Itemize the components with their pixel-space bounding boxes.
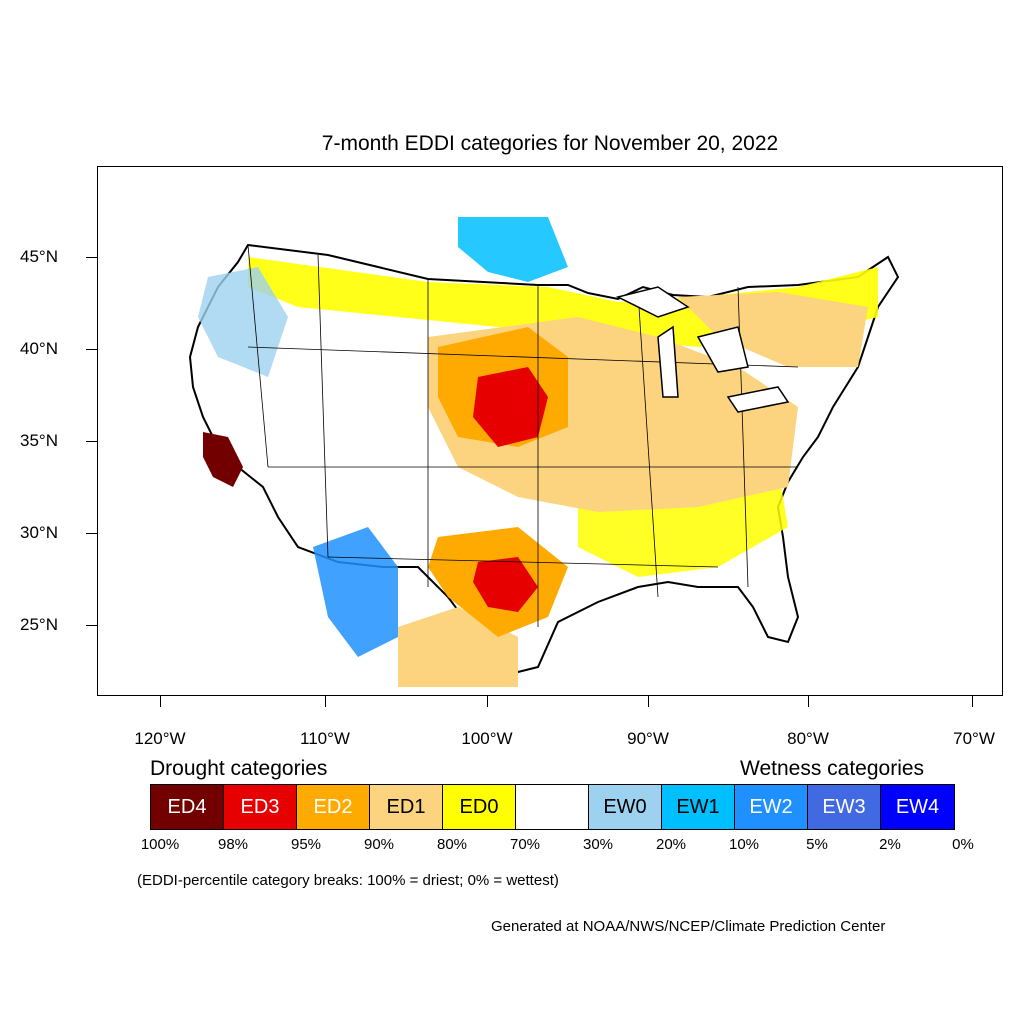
lat-tick	[86, 625, 97, 626]
legend-cell-ew4: EW4	[881, 785, 954, 829]
lon-tick	[487, 696, 488, 707]
lon-tick	[325, 696, 326, 707]
map-panel	[97, 166, 1003, 696]
lat-label: 35°N	[20, 431, 58, 450]
legend-cell-ed0: ED0	[443, 785, 516, 829]
wetness-heading: Wetness categories	[740, 757, 925, 780]
percentile-label: 100%	[140, 836, 180, 853]
state-boundaries	[247, 244, 799, 627]
lon-tick	[160, 696, 161, 707]
lon-label: 70°W	[953, 729, 995, 748]
legend-cell-ed3: ED3	[224, 785, 297, 829]
percentile-label: 70%	[509, 836, 541, 853]
percentile-label: 90%	[363, 836, 395, 853]
lon-tick	[648, 696, 649, 707]
percentile-label: 20%	[655, 836, 687, 853]
percentile-label: 80%	[436, 836, 468, 853]
lon-label: 110°W	[300, 729, 350, 748]
legend-cell-ed2: ED2	[297, 785, 370, 829]
percentile-label: 5%	[806, 836, 828, 853]
legend-cell-ew0: EW0	[589, 785, 662, 829]
ew-region-north	[458, 217, 568, 282]
category-note: (EDDI-percentile category breaks: 100% =…	[137, 872, 559, 889]
ed1-region-northeast	[678, 292, 868, 367]
lat-tick	[86, 441, 97, 442]
credit-line: Generated at NOAA/NWS/NCEP/Climate Predi…	[491, 918, 886, 935]
legend-cell-neutral	[516, 785, 589, 829]
legend-cell-ed4: ED4	[151, 785, 224, 829]
lat-tick	[86, 349, 97, 350]
percentile-label: 10%	[728, 836, 760, 853]
lon-label: 90°W	[627, 729, 669, 748]
lat-label: 40°N	[20, 339, 58, 358]
lat-label: 25°N	[20, 615, 58, 634]
lon-tick	[972, 696, 973, 707]
lon-tick	[808, 696, 809, 707]
lon-label: 120°W	[134, 729, 186, 748]
ew0-region-west	[198, 267, 288, 377]
legend-cell-ew3: EW3	[808, 785, 881, 829]
legend-cell-ew2: EW2	[735, 785, 808, 829]
lat-tick	[86, 257, 97, 258]
ew-region-southwest	[313, 527, 398, 657]
lat-tick	[86, 533, 97, 534]
lat-label: 30°N	[20, 523, 58, 542]
map-title: 7-month EDDI categories for November 20,…	[321, 132, 779, 155]
percentile-label: 2%	[879, 836, 901, 853]
percentile-label: 30%	[582, 836, 614, 853]
percentile-label: 0%	[952, 836, 974, 853]
ed3-region-nebraska	[473, 367, 548, 447]
great-lakes	[615, 286, 790, 413]
ed4-region-california	[203, 432, 243, 487]
lon-label: 80°W	[787, 729, 829, 748]
category-legend: ED4 ED3 ED2 ED1 ED0 EW0 EW1 EW2 EW3 EW4	[150, 784, 955, 830]
lat-label: 45°N	[20, 247, 58, 266]
ed3-region-texas	[473, 557, 538, 612]
legend-cell-ed1: ED1	[370, 785, 443, 829]
drought-heading: Drought categories	[150, 757, 328, 780]
legend-cell-ew1: EW1	[662, 785, 735, 829]
percentile-label: 95%	[290, 836, 322, 853]
percentile-label: 98%	[217, 836, 249, 853]
eddi-map	[188, 217, 900, 687]
lon-label: 100°W	[461, 729, 513, 748]
